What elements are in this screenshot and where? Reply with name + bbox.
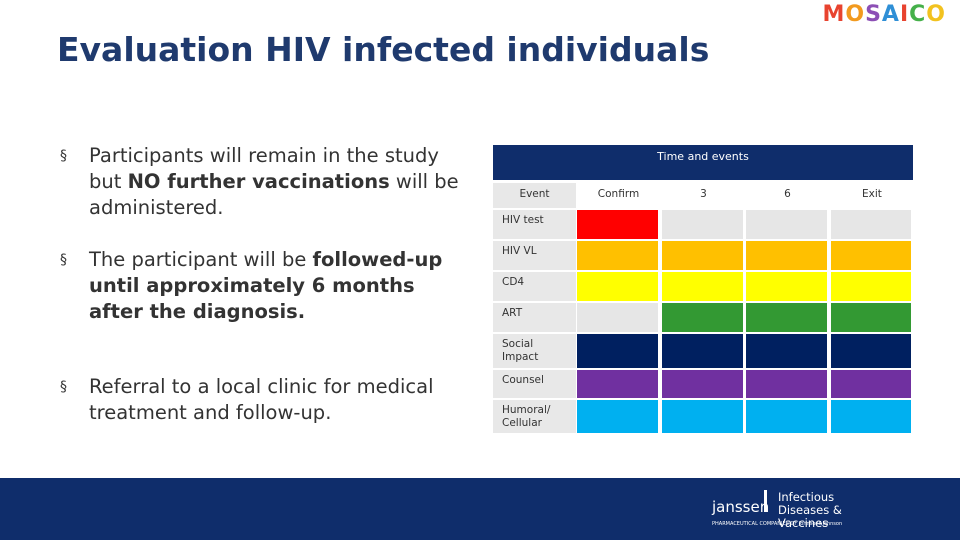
logo-letter: O bbox=[845, 2, 866, 27]
table-header: Time and events bbox=[493, 145, 913, 180]
schedule-cell bbox=[746, 400, 827, 433]
schedule-cell bbox=[662, 272, 743, 301]
schedule-cell bbox=[831, 400, 911, 433]
text-run: followed-up until approximately 6 months… bbox=[89, 248, 443, 323]
schedule-cell bbox=[831, 370, 911, 398]
schedule-cell bbox=[662, 241, 743, 270]
tagline: PHARMACEUTICAL COMPANIES OF Johnson&John… bbox=[712, 521, 843, 527]
text-run: will be administered. bbox=[89, 170, 459, 219]
schedule-cell bbox=[577, 400, 658, 433]
row-label: Counsel bbox=[493, 370, 576, 398]
row-label: HIV test bbox=[493, 210, 576, 239]
schedule-cell bbox=[577, 210, 658, 239]
schedule-cell bbox=[577, 334, 658, 368]
schedule-cell bbox=[662, 210, 743, 239]
logo-letter: C bbox=[909, 2, 927, 27]
row-label: ART bbox=[493, 303, 576, 332]
bullet-text: Referral to a local clinic for medical t… bbox=[89, 374, 460, 426]
bullet: § Referral to a local clinic for medical … bbox=[60, 374, 460, 426]
schedule-cell bbox=[831, 272, 911, 301]
bullet-marker: § bbox=[60, 379, 67, 395]
bullet: § Participants will remain in the study b… bbox=[60, 143, 460, 221]
schedule-cell bbox=[746, 370, 827, 398]
schedule-cell bbox=[662, 303, 743, 332]
schedule-cell bbox=[746, 272, 827, 301]
text-run: Referral to a local clinic for medical t… bbox=[89, 375, 434, 424]
row-label: HIV VL bbox=[493, 241, 576, 270]
bullet-text: Participants will remain in the study bu… bbox=[89, 143, 460, 221]
row-label: Social Impact bbox=[493, 334, 576, 368]
schedule-cell bbox=[577, 241, 658, 270]
text-run: The participant will be bbox=[89, 248, 313, 271]
bullet-marker: § bbox=[60, 252, 67, 268]
column-header: Event bbox=[493, 183, 576, 208]
logo-letter: A bbox=[881, 2, 900, 27]
logo-letter: O bbox=[926, 2, 946, 27]
logo-letter: I bbox=[899, 2, 910, 27]
row-label: Humoral/ Cellular bbox=[493, 400, 576, 433]
schedule-cell bbox=[577, 370, 658, 398]
footer: janssen Infectious Diseases & Vaccines P… bbox=[0, 478, 960, 540]
logo-letter: M bbox=[822, 2, 846, 27]
column-header: 6 bbox=[746, 183, 829, 208]
logo-mark bbox=[764, 490, 767, 512]
row-label: CD4 bbox=[493, 272, 576, 301]
schedule-cell bbox=[831, 334, 911, 368]
schedule-cell bbox=[662, 370, 743, 398]
schedule-cell bbox=[662, 400, 743, 433]
schedule-cell bbox=[577, 303, 658, 332]
bullet-text: The participant will be followed-up unti… bbox=[89, 247, 460, 325]
schedule-cell bbox=[746, 334, 827, 368]
text-run: Participants will remain in the study bu… bbox=[89, 144, 439, 193]
logo-letter: S bbox=[865, 2, 882, 27]
logo: MOSAICO bbox=[822, 2, 946, 27]
schedule-cell bbox=[746, 210, 827, 239]
bullet: § The participant will be followed-up unt… bbox=[60, 247, 460, 325]
schedule-cell bbox=[746, 241, 827, 270]
brand: janssen bbox=[712, 498, 770, 516]
schedule-cell bbox=[831, 303, 911, 332]
column-header: Confirm bbox=[577, 183, 660, 208]
division: Infectious Diseases & Vaccines bbox=[778, 490, 842, 530]
text-run: NO further vaccinations bbox=[127, 170, 390, 193]
schedule-cell bbox=[831, 241, 911, 270]
column-header: Exit bbox=[831, 183, 913, 208]
schedule-cell bbox=[746, 303, 827, 332]
bullet-marker: § bbox=[60, 148, 67, 164]
schedule-cell bbox=[662, 334, 743, 368]
slide-title: Evaluation HIV infected individuals bbox=[57, 30, 710, 69]
schedule-cell bbox=[831, 210, 911, 239]
column-header: 3 bbox=[662, 183, 745, 208]
schedule-cell bbox=[577, 272, 658, 301]
